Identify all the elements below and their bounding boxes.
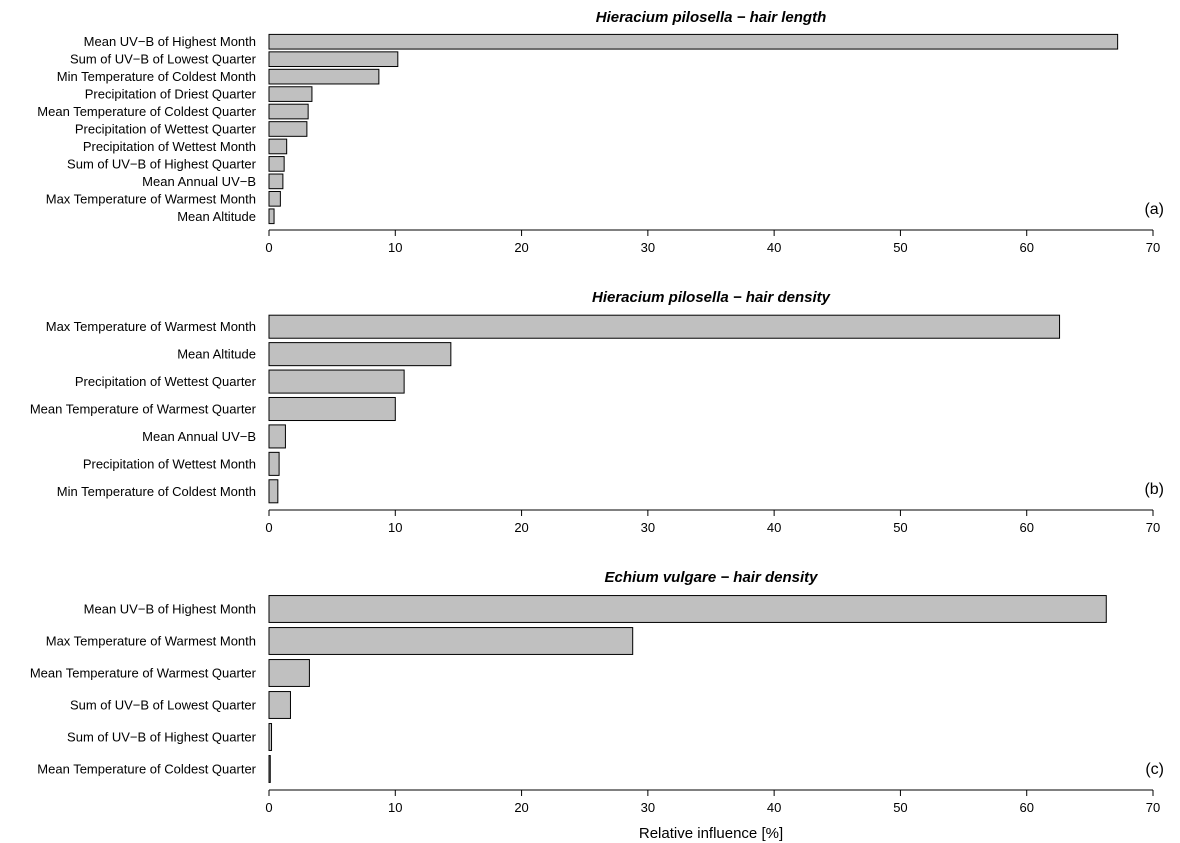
x-tick-label: 70: [1146, 240, 1160, 255]
category-label: Precipitation of Wettest Month: [83, 456, 256, 471]
bar: [268, 396, 396, 422]
bar: [268, 33, 1119, 50]
bar: [268, 314, 1061, 339]
category-label: Mean Temperature of Coldest Quarter: [37, 762, 256, 777]
category-label: Mean Temperature of Warmest Quarter: [30, 402, 257, 417]
category-label: Mean UV−B of Highest Month: [84, 602, 256, 617]
bar: [268, 156, 285, 172]
category-label: Max Temperature of Warmest Month: [46, 319, 256, 334]
bar: [268, 369, 405, 394]
chart-panel-0: Hieracium pilosella − hair length Mean UV…: [37, 9, 1164, 255]
x-tick-label: 0: [265, 240, 272, 255]
category-label: Min Temperature of Coldest Month: [57, 484, 256, 499]
x-tick-label: 50: [893, 240, 907, 255]
bar: [268, 342, 452, 367]
x-tick-label: 70: [1146, 800, 1160, 815]
category-label: Max Temperature of Warmest Month: [46, 191, 256, 206]
x-tick-label: 10: [388, 800, 402, 815]
bar: [268, 173, 284, 190]
category-label: Mean Temperature of Warmest Quarter: [30, 666, 257, 681]
category-label: Mean Altitude: [177, 347, 256, 362]
category-label: Sum of UV−B of Highest Quarter: [67, 730, 257, 745]
bar: [268, 138, 288, 155]
x-tick-label: 40: [767, 240, 781, 255]
bar: [268, 208, 275, 225]
bar: [268, 723, 273, 751]
x-tick-label: 30: [641, 520, 655, 535]
category-label: Sum of UV−B of Highest Quarter: [67, 156, 257, 171]
category-label: Mean Altitude: [177, 209, 256, 224]
category-label: Mean Annual UV−B: [142, 174, 256, 189]
panel-label: (c): [1145, 761, 1164, 778]
panel-label: (b): [1144, 481, 1164, 498]
x-tick-label: 50: [893, 520, 907, 535]
category-label: Sum of UV−B of Lowest Quarter: [70, 698, 257, 713]
panel-title: Hieracium pilosella − hair density: [592, 289, 831, 306]
bar: [268, 595, 1107, 623]
bar: [268, 190, 281, 207]
category-label: Min Temperature of Coldest Month: [57, 69, 256, 84]
x-tick-label: 60: [1019, 240, 1033, 255]
bar: [268, 755, 271, 783]
category-label: Mean Temperature of Coldest Quarter: [37, 104, 256, 119]
category-label: Max Temperature of Warmest Month: [46, 634, 256, 649]
panel-title: Echium vulgare − hair density: [605, 569, 819, 586]
x-tick-label: 70: [1146, 520, 1160, 535]
bar: [268, 103, 309, 120]
bar: [268, 51, 399, 68]
x-tick-label: 30: [641, 240, 655, 255]
bar: [268, 121, 308, 137]
chart-panel-1: Hieracium pilosella − hair density Max Te…: [30, 289, 1164, 535]
panel-title: Hieracium pilosella − hair length: [596, 9, 827, 26]
category-label: Sum of UV−B of Lowest Quarter: [70, 52, 257, 67]
category-label: Precipitation of Wettest Quarter: [75, 122, 257, 137]
bar: [268, 451, 280, 476]
x-tick-label: 60: [1019, 800, 1033, 815]
x-tick-label: 20: [514, 800, 528, 815]
x-axis-label: Relative influence [%]: [639, 825, 783, 842]
category-label: Precipitation of Wettest Month: [83, 139, 256, 154]
x-tick-label: 30: [641, 800, 655, 815]
panel-label: (a): [1144, 201, 1164, 218]
x-tick-label: 20: [514, 240, 528, 255]
x-tick-label: 0: [265, 800, 272, 815]
category-label: Mean UV−B of Highest Month: [84, 34, 256, 49]
x-tick-label: 40: [767, 520, 781, 535]
category-label: Precipitation of Driest Quarter: [85, 87, 257, 102]
x-tick-label: 0: [265, 520, 272, 535]
bar: [268, 479, 279, 504]
bar: [268, 659, 310, 687]
bar: [268, 68, 380, 85]
category-label: Precipitation of Wettest Quarter: [75, 374, 257, 389]
x-tick-label: 40: [767, 800, 781, 815]
bar: [268, 627, 634, 655]
x-tick-label: 10: [388, 240, 402, 255]
bar: [268, 424, 286, 449]
bar: [268, 691, 291, 719]
x-tick-label: 20: [514, 520, 528, 535]
bar: [268, 86, 313, 102]
x-tick-label: 60: [1019, 520, 1033, 535]
x-tick-label: 50: [893, 800, 907, 815]
category-label: Mean Annual UV−B: [142, 429, 256, 444]
x-tick-label: 10: [388, 520, 402, 535]
chart-panel-2: Echium vulgare − hair density Mean UV−B o…: [30, 569, 1164, 815]
